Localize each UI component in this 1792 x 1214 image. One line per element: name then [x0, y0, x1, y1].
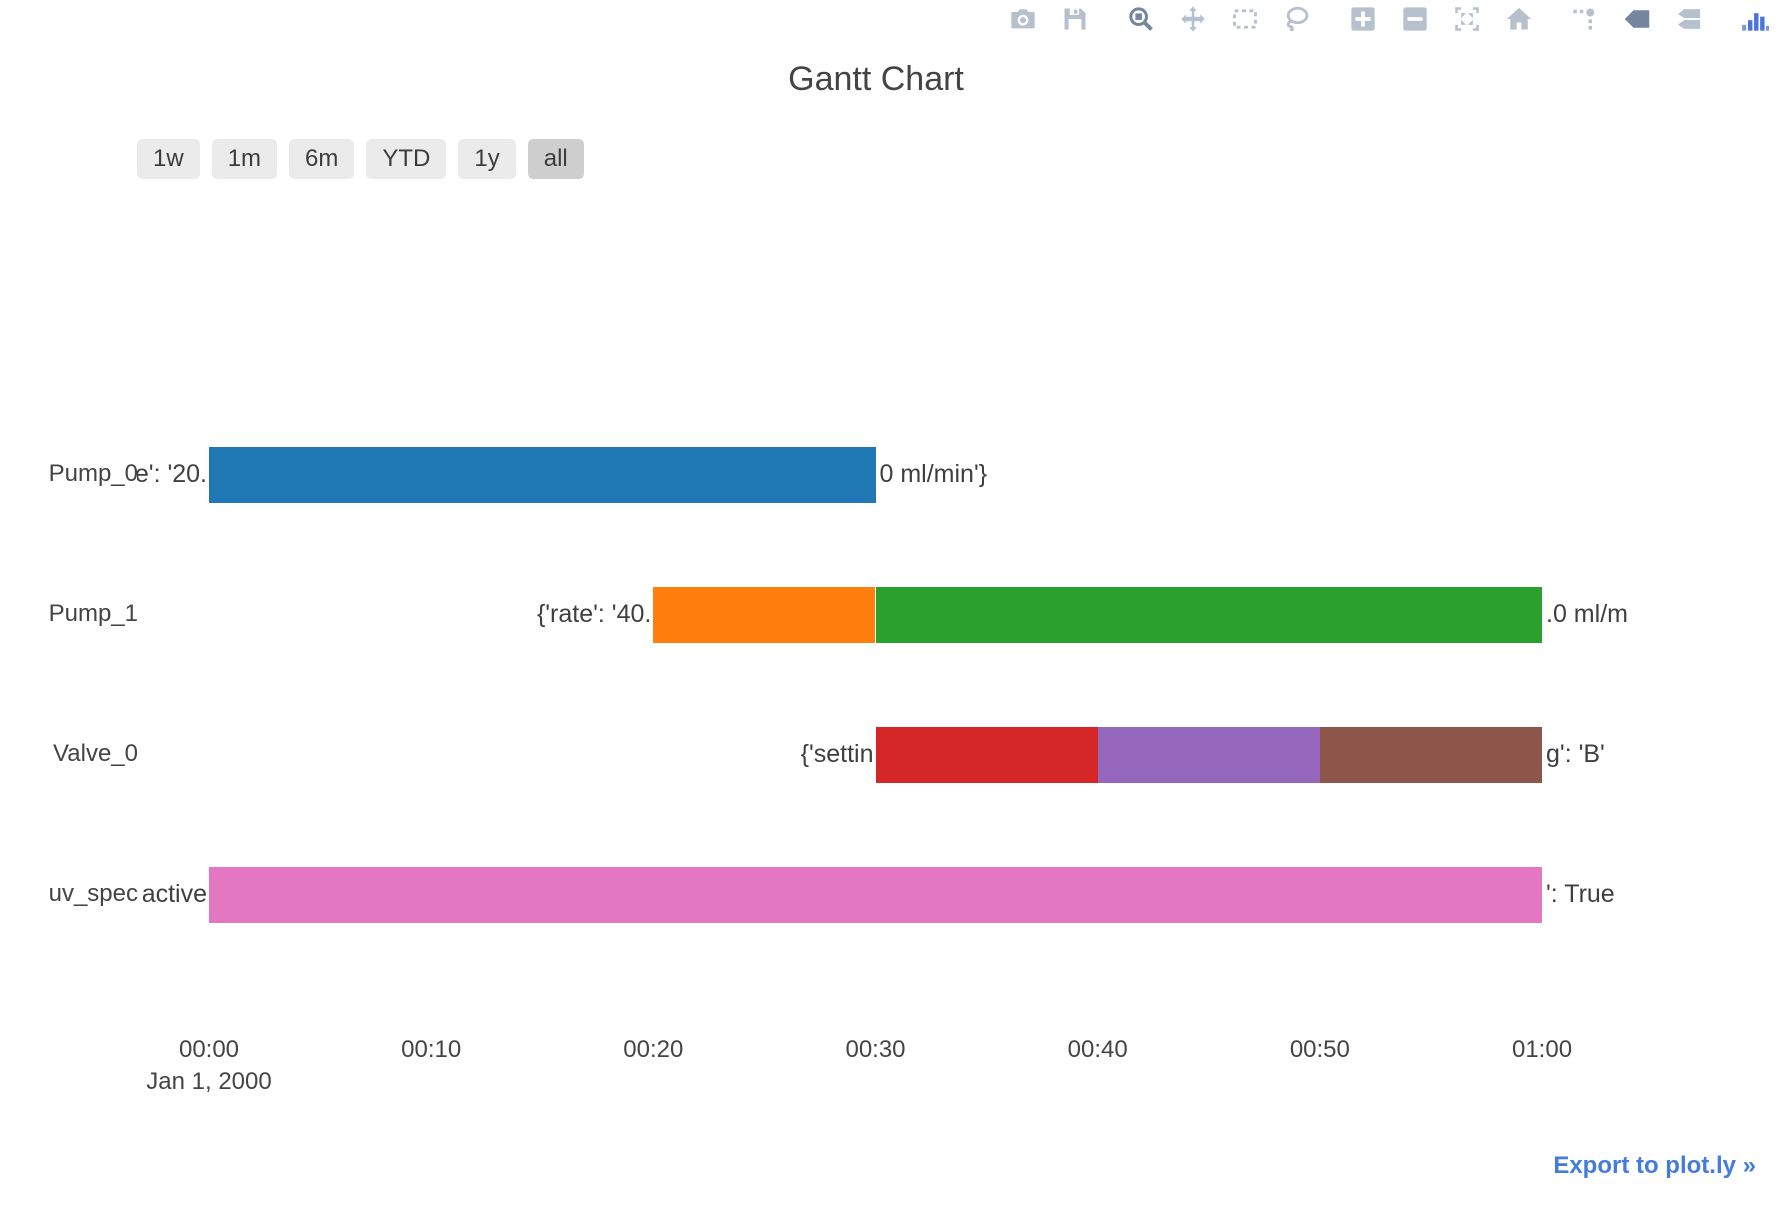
range-button-6m[interactable]: 6m — [289, 139, 355, 179]
range-selector: 1w 1m 6m YTD 1y all — [137, 139, 584, 179]
modebar-group — [1008, 6, 1090, 36]
lasso-icon — [1283, 5, 1311, 38]
pan-icon — [1179, 5, 1207, 38]
zoom-in-icon — [1349, 5, 1377, 38]
annotation-clip-layer: e': '20. 0 ml/min'} {'rate': '40. .0 ml/m {'… — [137, 0, 1653, 1000]
bar-annotation-fragment-left: active — [141, 880, 207, 908]
bar-annotation-fragment-right: .0 ml/m — [1546, 600, 1628, 628]
x-tick-01:00: 01:00 — [1511, 1036, 1573, 1063]
modebar-group — [1348, 6, 1534, 36]
plotly-logo-button[interactable] — [1740, 6, 1770, 36]
zoom-out-button[interactable] — [1400, 6, 1430, 36]
modebar-group — [1740, 6, 1770, 36]
range-button-1y[interactable]: 1y — [458, 139, 516, 179]
x-tick-00:30: 00:30 — [845, 1036, 906, 1063]
gantt-bar[interactable] — [653, 587, 876, 643]
box-select-icon — [1231, 5, 1259, 38]
zoom-in-button[interactable] — [1348, 6, 1378, 36]
autoscale-icon — [1453, 5, 1481, 38]
modebar-group — [1570, 6, 1704, 36]
save-button[interactable] — [1060, 6, 1090, 36]
y-axis-label-Valve_0: Valve_0 — [53, 740, 138, 767]
y-axis-label-Pump_1: Pump_1 — [48, 600, 138, 627]
save-icon — [1061, 5, 1089, 38]
gantt-bar[interactable] — [875, 587, 1542, 643]
gantt-bar[interactable] — [209, 867, 1543, 923]
hover-closest-button[interactable] — [1622, 6, 1652, 36]
camera-button[interactable] — [1008, 6, 1038, 36]
y-axis-label-uv_spec: uv_spec — [48, 880, 138, 907]
pan-button[interactable] — [1178, 5, 1208, 38]
gantt-bar[interactable] — [875, 727, 1098, 783]
camera-icon — [1009, 5, 1037, 38]
bar-annotation-fragment-right: g': 'B' — [1546, 740, 1605, 768]
range-button-1m[interactable]: 1m — [211, 139, 278, 179]
range-button-YTD[interactable]: YTD — [366, 139, 447, 179]
bar-annotation-fragment-right: ': True — [1546, 880, 1615, 908]
box-select-button[interactable] — [1230, 6, 1260, 36]
bar-annotation-fragment-left: {'rate': '40. — [536, 600, 652, 628]
lasso-button[interactable] — [1282, 6, 1312, 36]
hover-compare-button[interactable] — [1674, 6, 1704, 36]
spikelines-icon — [1571, 5, 1599, 38]
gantt-bar[interactable] — [209, 447, 876, 503]
y-axis-label-Pump_0: Pump_0 — [48, 460, 138, 487]
bar-annotation-fragment-left: {'settin — [800, 740, 874, 768]
zoom-out-icon — [1401, 5, 1429, 38]
modebar-group — [1126, 5, 1312, 38]
export-to-plotly-link[interactable]: Export to plot.ly » — [1553, 1152, 1756, 1179]
plotly-modebar — [1008, 5, 1770, 38]
range-button-all[interactable]: all — [527, 139, 584, 179]
hover-compare-icon — [1675, 5, 1703, 38]
hover-closest-icon — [1623, 5, 1651, 38]
x-tick-00:10: 00:10 — [401, 1036, 462, 1063]
x-tick-00:50: 00:50 — [1289, 1036, 1350, 1063]
gantt-bar[interactable] — [1319, 727, 1542, 783]
zoom-icon — [1127, 5, 1155, 38]
x-tick-00:00: 00:00 — [178, 1036, 240, 1063]
x-tick-00:20: 00:20 — [623, 1036, 684, 1063]
plotly-logo-icon — [1741, 5, 1769, 38]
reset-home-icon — [1505, 5, 1533, 38]
bar-annotation-fragment-left: e': '20. — [137, 460, 207, 488]
zoom-button[interactable] — [1126, 6, 1156, 36]
reset-home-button[interactable] — [1504, 6, 1534, 36]
autoscale-button[interactable] — [1452, 6, 1482, 36]
x-axis-date-label: Jan 1, 2000 — [146, 1068, 272, 1095]
chart-title: Gantt Chart — [788, 60, 964, 98]
gantt-bar[interactable] — [1097, 727, 1320, 783]
x-tick-00:40: 00:40 — [1067, 1036, 1128, 1063]
bar-annotation-fragment-right: 0 ml/min'} — [879, 460, 988, 488]
spikelines-button[interactable] — [1570, 6, 1600, 36]
range-button-1w[interactable]: 1w — [137, 139, 200, 179]
